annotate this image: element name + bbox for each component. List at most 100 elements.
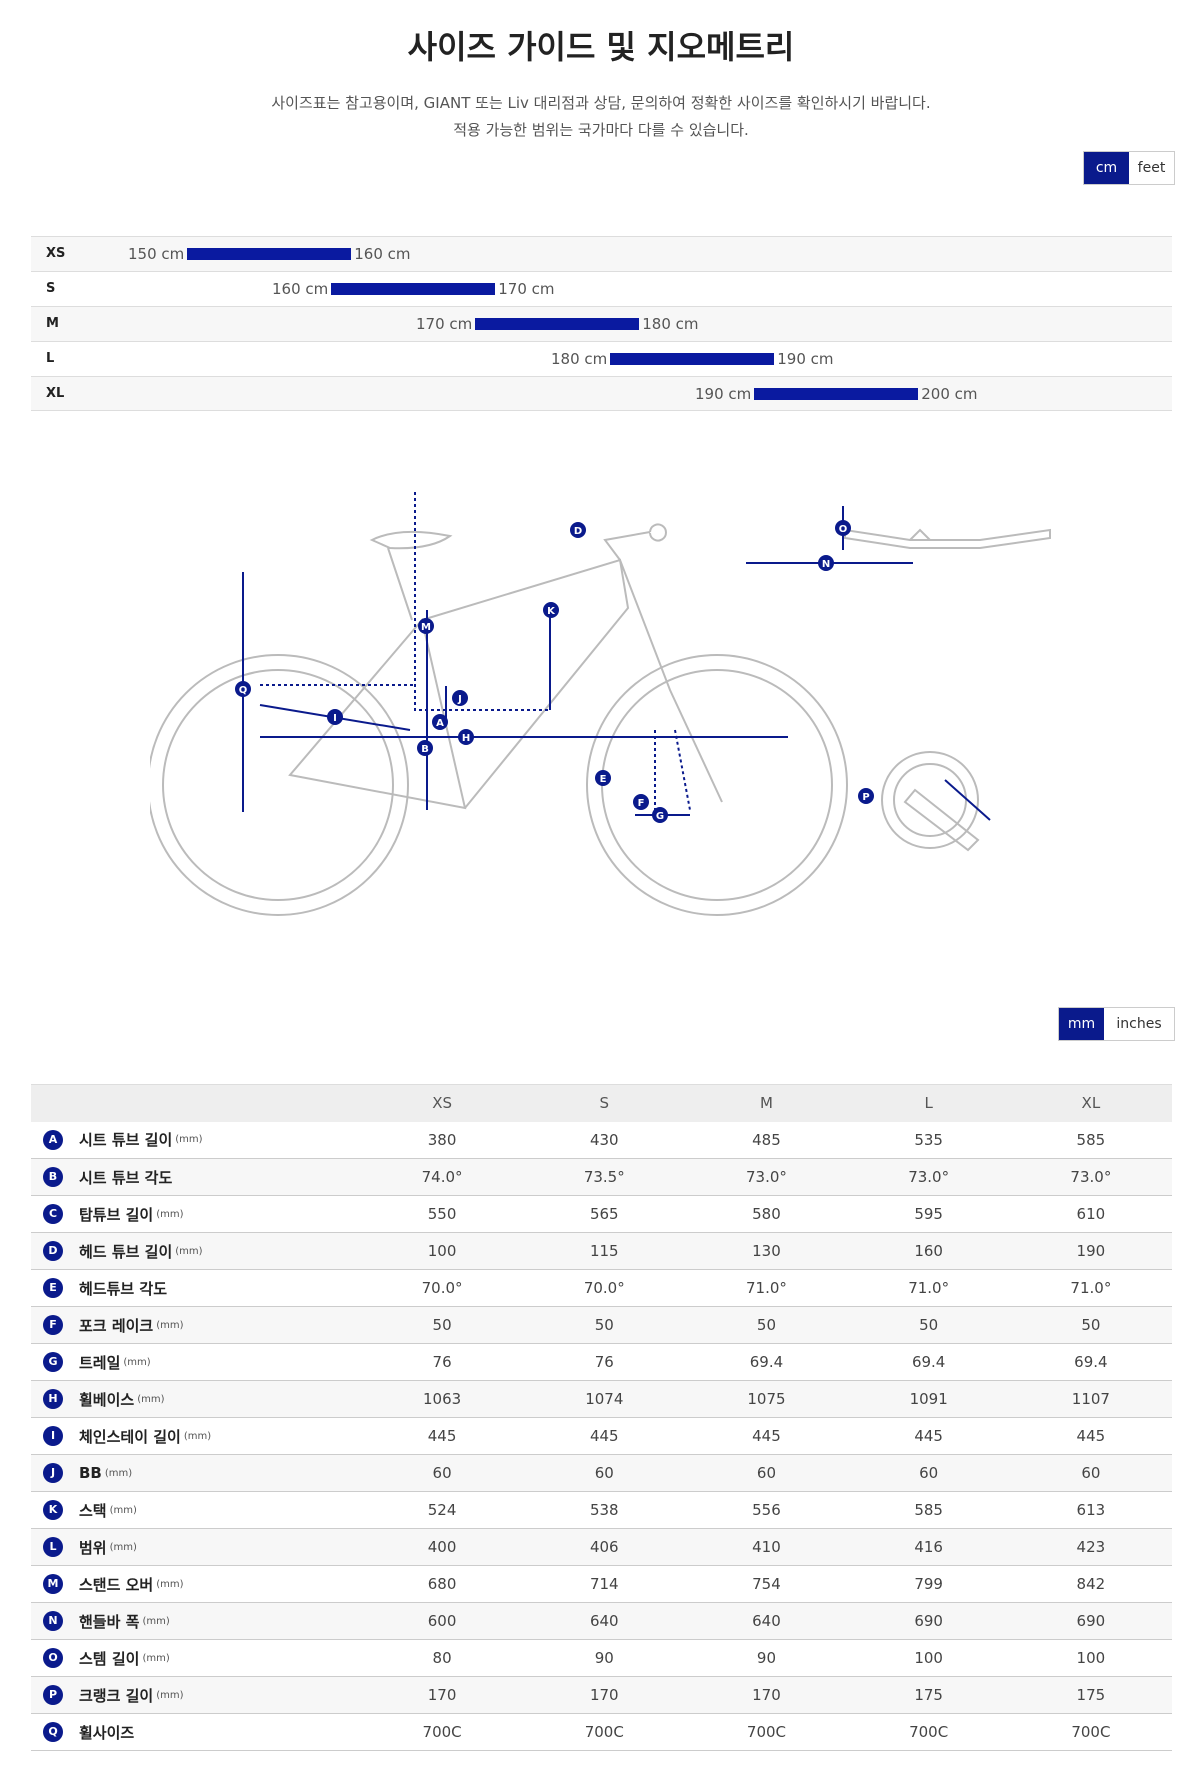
table-row: N 핸들바 폭 (mm) 600 640 640 690 690 (31, 1602, 1172, 1640)
value-cell: 76 (523, 1343, 686, 1381)
letter-badge: J (43, 1463, 63, 1483)
value-cell: 445 (685, 1417, 848, 1455)
height-unit-toggle: cm feet (1083, 151, 1175, 185)
value-cell: 423 (1009, 1528, 1172, 1566)
table-row: K 스택 (mm) 524 538 556 585 613 (31, 1491, 1172, 1529)
height-range-bar (475, 318, 640, 330)
letter-badge: M (43, 1574, 63, 1594)
measurement-unit: (mm) (137, 1393, 165, 1405)
size-column-header: S (523, 1084, 686, 1122)
diagram-marker-o: O (835, 520, 851, 536)
value-cell: 50 (685, 1306, 848, 1344)
unit-feet-button[interactable]: feet (1129, 152, 1174, 184)
height-max: 160 cm (354, 245, 411, 263)
value-cell: 799 (847, 1565, 1010, 1603)
table-row: F 포크 레이크 (mm) 50 50 50 50 50 (31, 1306, 1172, 1344)
geometry-diagram: ABCDEFGHIJKLMNOPQ (150, 490, 1051, 916)
table-row: J BB (mm) 60 60 60 60 60 (31, 1454, 1172, 1492)
value-cell: 71.0° (847, 1269, 1010, 1307)
letter-badge: I (43, 1426, 63, 1446)
height-min: 160 cm (272, 280, 329, 298)
row-label: J BB (mm) (31, 1454, 361, 1492)
value-cell: 1074 (523, 1380, 686, 1418)
value-cell: 700C (361, 1713, 524, 1751)
size-column-header: XL (1009, 1084, 1172, 1122)
value-cell: 70.0° (361, 1269, 524, 1307)
geometry-header-row: XS S M L XL (31, 1084, 1172, 1122)
letter-badge: E (43, 1278, 63, 1298)
row-label: A 시트 튜브 길이 (mm) (31, 1121, 361, 1159)
value-cell: 73.0° (847, 1158, 1010, 1196)
value-cell: 445 (847, 1417, 1010, 1455)
value-cell: 1091 (847, 1380, 1010, 1418)
value-cell: 50 (523, 1306, 686, 1344)
letter-badge: C (43, 1204, 63, 1224)
table-row: E 헤드튜브 각도 70.0° 70.0° 71.0° 71.0° 71.0° (31, 1269, 1172, 1307)
value-cell: 700C (523, 1713, 686, 1751)
value-cell: 585 (1009, 1121, 1172, 1159)
table-row: I 체인스테이 길이 (mm) 445 445 445 445 445 (31, 1417, 1172, 1455)
row-label: M 스탠드 오버 (mm) (31, 1565, 361, 1603)
table-row: L 범위 (mm) 400 406 410 416 423 (31, 1528, 1172, 1566)
svg-text:A: A (436, 718, 444, 729)
diagram-marker-q: Q (235, 681, 251, 697)
value-cell: 714 (523, 1565, 686, 1603)
svg-text:K: K (547, 606, 556, 617)
geometry-table: XS S M L XL A 시트 튜브 길이 (mm) 380 430 485 535 585 B 시트 … (31, 1084, 1172, 1751)
height-range-bar (754, 388, 919, 400)
value-cell: 170 (361, 1676, 524, 1714)
value-cell: 410 (685, 1528, 848, 1566)
height-range: 150 cm 160 cm (128, 237, 411, 271)
measurement-unit: (mm) (142, 1615, 170, 1627)
value-cell: 160 (847, 1232, 1010, 1270)
measurement-name: 헤드튜브 각도 (79, 1279, 168, 1298)
value-cell: 700C (847, 1713, 1010, 1751)
height-range: 180 cm 190 cm (551, 342, 834, 376)
value-cell: 640 (685, 1602, 848, 1640)
measurement-name: 스템 길이 (79, 1649, 140, 1668)
value-cell: 74.0° (361, 1158, 524, 1196)
unit-mm-button[interactable]: mm (1059, 1008, 1104, 1040)
measurement-name: 크랭크 길이 (79, 1686, 154, 1705)
handlebar-top-view (844, 528, 1051, 549)
intro-line-1: 사이즈표는 참고용이며, GIANT 또는 Liv 대리점과 상담, 문의하여 … (271, 94, 931, 112)
measurement-name: 범위 (79, 1538, 107, 1557)
svg-text:P: P (862, 792, 869, 803)
row-label: B 시트 튜브 각도 (31, 1158, 361, 1196)
row-label: O 스템 길이 (mm) (31, 1639, 361, 1677)
intro-line-2: 적용 가능한 범위는 국가마다 다를 수 있습니다. (453, 121, 749, 139)
value-cell: 73.0° (685, 1158, 848, 1196)
value-cell: 1063 (361, 1380, 524, 1418)
diagram-marker-j: J (452, 690, 468, 706)
value-cell: 69.4 (1009, 1343, 1172, 1381)
value-cell: 680 (361, 1565, 524, 1603)
height-range-bar (187, 248, 352, 260)
height-max: 200 cm (921, 385, 978, 403)
height-range: 160 cm 170 cm (272, 272, 555, 306)
value-cell: 73.5° (523, 1158, 686, 1196)
height-min: 170 cm (416, 315, 473, 333)
row-label: P 크랭크 길이 (mm) (31, 1676, 361, 1714)
value-cell: 400 (361, 1528, 524, 1566)
value-cell: 175 (1009, 1676, 1172, 1714)
measurement-unit: (mm) (156, 1208, 184, 1220)
table-row: P 크랭크 길이 (mm) 170 170 170 175 175 (31, 1676, 1172, 1714)
measurement-unit: (mm) (109, 1541, 137, 1553)
unit-inches-button[interactable]: inches (1104, 1008, 1174, 1040)
diagram-marker-g: G (652, 807, 668, 823)
value-cell: 565 (523, 1195, 686, 1233)
svg-text:B: B (421, 744, 429, 755)
row-label: E 헤드튜브 각도 (31, 1269, 361, 1307)
diagram-marker-e: E (595, 770, 611, 786)
value-cell: 600 (361, 1602, 524, 1640)
letter-badge: G (43, 1352, 63, 1372)
value-cell: 60 (847, 1454, 1010, 1492)
row-label: K 스택 (mm) (31, 1491, 361, 1529)
measurement-unit: (mm) (104, 1467, 133, 1479)
height-range: 190 cm 200 cm (695, 377, 978, 411)
value-cell: 595 (847, 1195, 1010, 1233)
unit-cm-button[interactable]: cm (1084, 152, 1129, 184)
size-label: S (46, 281, 56, 296)
value-cell: 130 (685, 1232, 848, 1270)
letter-badge: D (43, 1241, 63, 1261)
